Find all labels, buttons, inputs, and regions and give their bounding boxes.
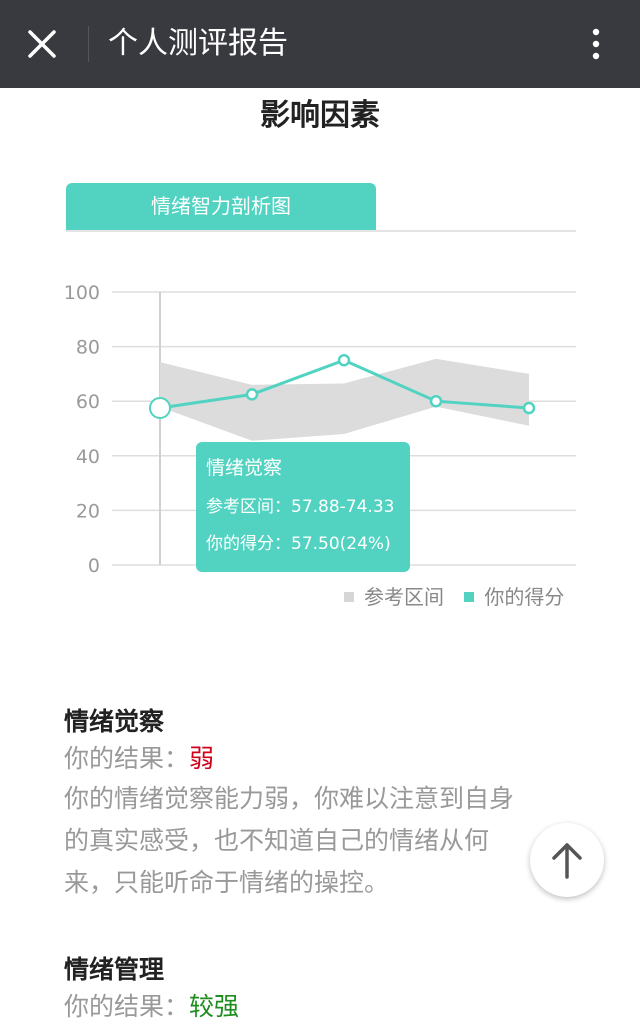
legend-swatch-score — [464, 591, 475, 602]
page-title: 个人测评报告 — [108, 26, 288, 61]
top-bar: 个人测评报告 — [0, 0, 640, 88]
score-point[interactable] — [337, 354, 351, 367]
tab-underline — [66, 230, 576, 232]
tooltip-range-value: 57.88-74.33 — [291, 497, 395, 517]
result-label: 你的结果： — [64, 744, 190, 773]
result-value: 弱 — [189, 744, 215, 773]
more-icon[interactable] — [586, 24, 606, 64]
y-tick-label: 80 — [76, 337, 100, 359]
result-title: 情绪管理 — [64, 955, 165, 984]
legend-swatch-range — [344, 591, 354, 602]
tooltip-title: 情绪觉察 — [206, 457, 283, 479]
result-title: 情绪觉察 — [64, 707, 165, 736]
result-block-awareness: 情绪觉察 你的结果：弱 你的情绪觉察能力弱，你难以注意到自身 的真实感受，也不知… — [64, 704, 594, 904]
y-tick-label: 40 — [76, 446, 100, 468]
arrow-up-icon — [552, 843, 582, 879]
result-line: 你的结果：较强 — [64, 988, 594, 1026]
legend-item-score[interactable]: 你的得分 — [464, 584, 564, 610]
section-heading: 影响因素 — [260, 98, 380, 133]
tooltip-score-value: 57.50(24%) — [291, 534, 391, 554]
score-point[interactable] — [149, 397, 171, 420]
y-axis-ticks: 100 80 60 40 20 0 — [64, 282, 100, 577]
y-tick-label: 20 — [76, 500, 100, 522]
scroll-to-top-button[interactable] — [530, 823, 604, 897]
result-value: 较强 — [189, 992, 240, 1021]
result-label: 你的结果： — [64, 992, 190, 1021]
score-points — [149, 354, 536, 420]
close-icon[interactable] — [22, 24, 62, 64]
header-divider — [88, 26, 89, 62]
legend-label-score: 你的得分 — [484, 585, 565, 609]
y-tick-label: 0 — [88, 555, 100, 577]
tooltip-score-row: 你的得分：57.50(24%) — [206, 534, 410, 554]
reference-range-area — [160, 358, 529, 441]
emotion-chart: 100 80 60 40 20 0 — [64, 282, 576, 577]
result-line: 你的结果：弱 — [64, 740, 594, 778]
tooltip-range-label: 参考区间： — [206, 497, 291, 517]
chart-tab[interactable]: 情绪智力剖析图 — [66, 183, 376, 231]
y-tick-label: 60 — [76, 391, 100, 413]
tooltip-range-row: 参考区间：57.88-74.33 — [206, 497, 410, 517]
chart-tooltip: 情绪觉察 参考区间：57.88-74.33 你的得分：57.50(24%) — [196, 442, 410, 572]
result-description: 你的情绪觉察能力弱，你难以注意到自身 的真实感受，也不知道自己的情绪从何 来，只… — [64, 778, 594, 904]
chart-legend: 参考区间 你的得分 — [344, 584, 564, 610]
score-point[interactable] — [429, 394, 443, 408]
legend-label-range: 参考区间 — [364, 585, 444, 609]
result-block-management: 情绪管理 你的结果：较强 — [64, 952, 594, 1026]
score-point[interactable] — [245, 388, 259, 401]
description-line: 来，只能听命于情绪的操控。 — [64, 868, 390, 897]
score-point[interactable] — [522, 401, 536, 415]
description-line: 的真实感受，也不知道自己的情绪从何 — [64, 826, 490, 855]
description-line: 你的情绪觉察能力弱，你难以注意到自身 — [64, 784, 515, 813]
tooltip-score-label: 你的得分： — [206, 534, 291, 554]
y-tick-label: 100 — [64, 282, 100, 304]
legend-item-range[interactable]: 参考区间 — [344, 584, 444, 610]
